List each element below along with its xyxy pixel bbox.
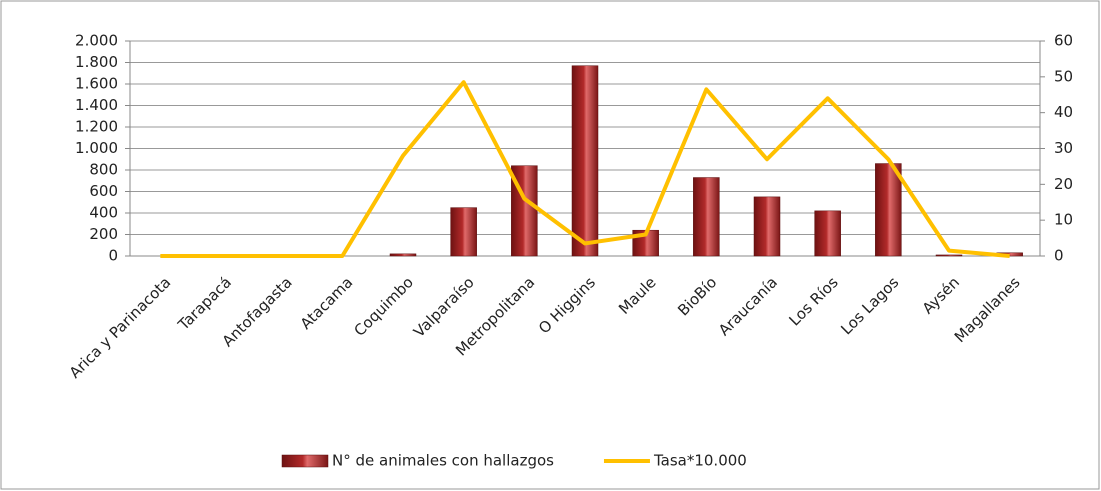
y2-tick-label: 50 [1054, 67, 1073, 85]
y-tick-label: 800 [89, 161, 118, 179]
bar [693, 177, 720, 257]
y2-tick-label: 10 [1054, 211, 1073, 229]
y-tick-label: 1.200 [75, 118, 118, 136]
y-tick-label: 200 [89, 225, 118, 243]
bar [389, 253, 417, 257]
y2-tick-label: 30 [1054, 139, 1073, 157]
legend-swatch [281, 454, 329, 468]
y2-tick-label: 60 [1054, 32, 1073, 50]
bar [450, 207, 477, 257]
line [160, 80, 1010, 258]
y2-tick-label: 20 [1054, 175, 1073, 193]
y-tick-label: 600 [89, 182, 118, 200]
y2-tick-label: 0 [1054, 247, 1064, 265]
y-tick-label: 2.000 [75, 32, 118, 50]
y-tick-label: 1.400 [75, 96, 118, 114]
bar [571, 65, 599, 257]
bar [814, 210, 841, 257]
bar [935, 254, 963, 257]
y-tick-label: 400 [89, 204, 118, 222]
y-tick-label: 1.800 [75, 53, 118, 71]
y-tick-label: 1.000 [75, 139, 118, 157]
legend-label: N° de animales con hallazgos [332, 452, 554, 470]
y2-tick-label: 40 [1054, 103, 1073, 121]
y-tick-label: 0 [108, 247, 118, 265]
y-tick-label: 1.600 [75, 75, 118, 93]
legend-label: Tasa*10.000 [653, 452, 747, 470]
bar [875, 163, 902, 257]
bar [753, 196, 781, 257]
